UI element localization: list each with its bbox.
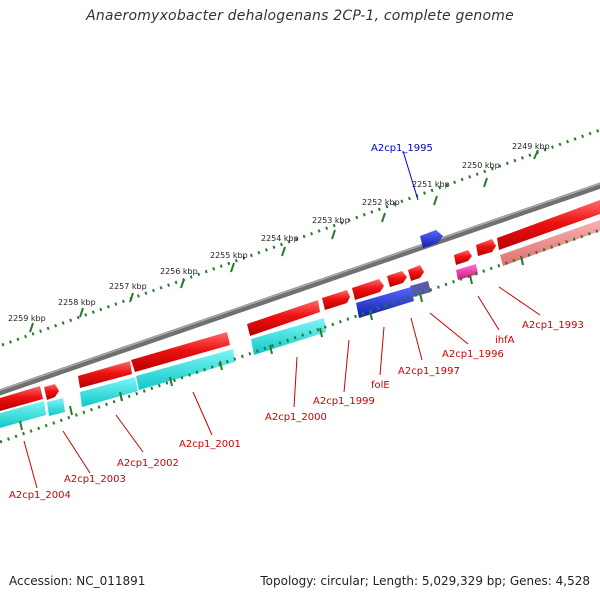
kbp-label: 2259 kbp [8, 314, 46, 323]
outer-ticks [29, 149, 539, 333]
inner-ticks [19, 255, 524, 431]
gene-cyan-a2cp1-2004[interactable] [0, 401, 46, 428]
gene-arrow[interactable] [322, 290, 350, 310]
kbp-label: 2250 kbp [462, 161, 500, 170]
kbp-label: 2249 kbp [512, 142, 550, 151]
gene-label-a2cp1-2002: A2cp1_2002 [117, 458, 179, 469]
gene-arrow[interactable] [454, 250, 472, 265]
gene-arrow[interactable] [408, 265, 424, 281]
gene-arrow[interactable] [387, 271, 407, 287]
forward-cds-track [0, 200, 600, 411]
gene-arrow[interactable] [131, 332, 230, 372]
gene-label-a2cp1-1993: A2cp1_1993 [522, 320, 584, 331]
genome-backbone-highlight [0, 182, 600, 392]
gene-arrow[interactable] [78, 361, 132, 388]
gene-a2cp1-1995[interactable] [420, 230, 443, 248]
gene-cyan-a2cp1-2001[interactable] [136, 349, 235, 390]
map-title: Anaeromyxobacter dehalogenans 2CP-1, com… [86, 8, 514, 24]
gene-cyan-a2cp1-2002[interactable] [80, 377, 138, 407]
kbp-label: 2256 kbp [160, 267, 198, 276]
accession-text: Accession: NC_011891 [9, 574, 146, 588]
kbp-label: 2251 kbp [412, 180, 450, 189]
gene-label-a2cp1-1996: A2cp1_1996 [442, 349, 504, 360]
gene-label-a2cp1-2004: A2cp1_2004 [9, 490, 71, 501]
kbp-label: 2254 kbp [261, 234, 299, 243]
gene-ihfa[interactable] [456, 264, 478, 280]
gene-arrow[interactable] [0, 386, 43, 411]
gene-a2cp1-1996[interactable] [410, 281, 431, 297]
genome-summary-text: Topology: circular; Length: 5,029,329 bp… [260, 574, 590, 588]
kbp-label: 2253 kbp [312, 216, 350, 225]
gene-arrow[interactable] [476, 239, 496, 256]
label-connector [402, 150, 419, 201]
gene-arrow[interactable] [247, 300, 320, 336]
outer-dotted-ruler [1, 128, 600, 347]
gene-cyan-a2cp1-2003[interactable] [47, 398, 65, 416]
kbp-label: 2258 kbp [58, 298, 96, 307]
gene-label-ihfa: ihfA [495, 335, 515, 346]
gene-label-fole: folE [371, 380, 390, 391]
gene-arrow[interactable] [352, 279, 384, 300]
gene-label-a2cp1-2001: A2cp1_2001 [179, 439, 241, 450]
kbp-label: 2252 kbp [362, 198, 400, 207]
label-connectors-red [23, 286, 541, 489]
gene-arrow[interactable] [44, 384, 59, 400]
gene-label-a2cp1-1999: A2cp1_1999 [313, 396, 375, 407]
gene-light-a2cp1-1993[interactable] [500, 220, 600, 266]
gene-label-a2cp1-1995: A2cp1_1995 [371, 143, 433, 154]
gene-arrow[interactable] [497, 200, 600, 250]
kbp-label: 2255 kbp [210, 251, 248, 260]
genome-backbone [0, 182, 600, 396]
gene-label-a2cp1-1997: A2cp1_1997 [398, 366, 460, 377]
kbp-label: 2257 kbp [109, 282, 147, 291]
gene-label-a2cp1-2003: A2cp1_2003 [64, 474, 126, 485]
gene-label-a2cp1-2000: A2cp1_2000 [265, 412, 327, 423]
